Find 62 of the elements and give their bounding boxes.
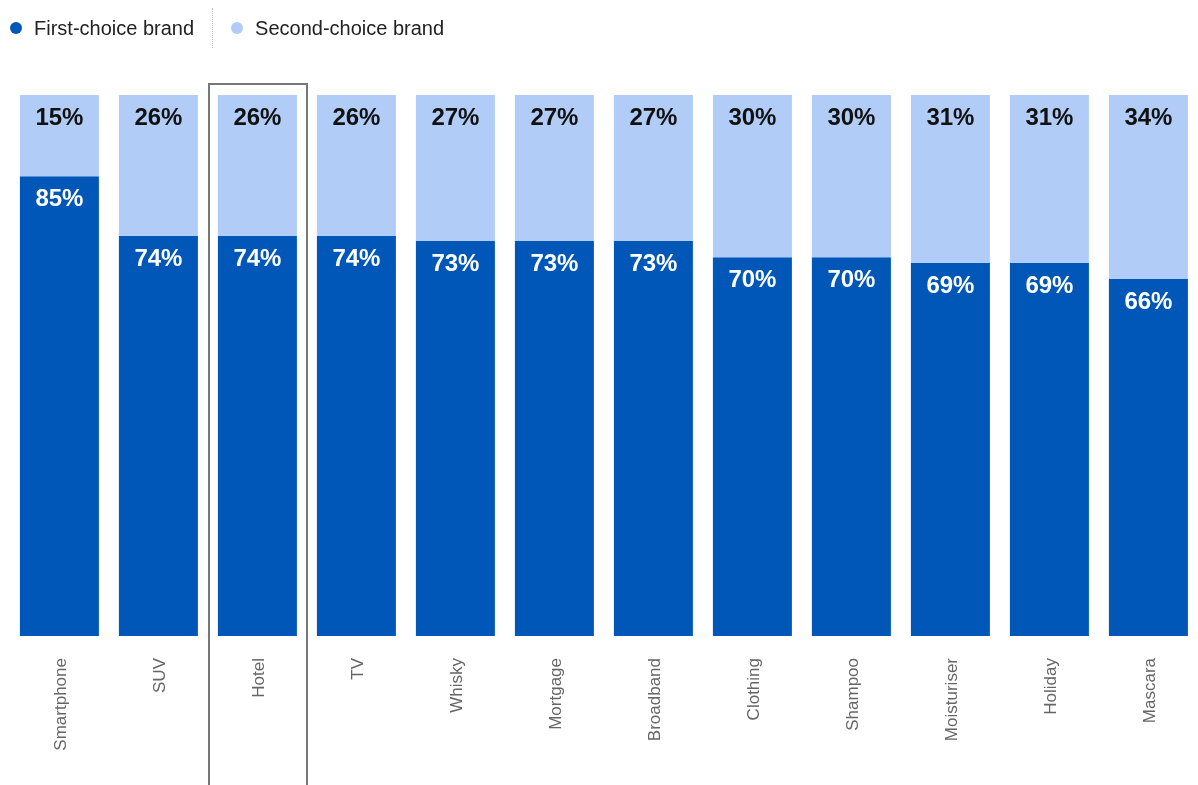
data-label: 31% — [1025, 103, 1074, 130]
x-tick-label: Smartphone — [50, 658, 70, 751]
bar — [118, 95, 198, 236]
bar — [118, 235, 198, 636]
bar — [910, 262, 990, 636]
data-label: 27% — [431, 103, 480, 130]
data-label: 73% — [530, 249, 579, 277]
data-label: 70% — [827, 265, 876, 293]
data-label: 15% — [35, 103, 84, 130]
bar — [217, 95, 297, 236]
bar — [613, 95, 693, 242]
bar — [19, 176, 99, 636]
bar — [712, 95, 792, 258]
bar — [712, 257, 792, 636]
data-label: 30% — [827, 103, 876, 130]
data-label: 66% — [1124, 286, 1173, 314]
bar — [415, 241, 495, 636]
bar — [415, 95, 495, 242]
x-tick-label: Moisturiser — [941, 657, 961, 742]
x-tick-label: TV — [347, 657, 367, 680]
data-label: 73% — [431, 249, 480, 277]
data-label: 34% — [1124, 103, 1173, 130]
bar — [1009, 95, 1089, 263]
data-label: 70% — [728, 265, 777, 293]
x-tick-label: Clothing — [743, 658, 763, 721]
x-tick-label: Whisky — [446, 657, 466, 713]
data-label: 74% — [134, 243, 183, 271]
bar — [1009, 262, 1089, 636]
bar — [217, 235, 297, 636]
x-tick-label: Holiday — [1040, 657, 1060, 715]
data-label: 69% — [1025, 270, 1074, 298]
data-label: 26% — [233, 103, 282, 130]
data-label: 30% — [728, 103, 777, 130]
data-label: 73% — [629, 249, 678, 277]
x-tick-label: Mortgage — [545, 658, 565, 730]
bar — [316, 95, 396, 236]
bar — [910, 95, 990, 263]
bar — [1108, 278, 1188, 636]
bar — [613, 241, 693, 636]
bar — [514, 95, 594, 242]
x-tick-label: Shampoo — [842, 658, 862, 731]
data-label: 27% — [629, 103, 678, 130]
bar — [811, 95, 891, 258]
bar — [19, 95, 99, 177]
data-label: 69% — [926, 270, 975, 298]
bar — [514, 241, 594, 636]
data-label: 74% — [233, 243, 282, 271]
data-label: 85% — [35, 184, 84, 212]
bar — [316, 235, 396, 636]
data-label: 26% — [332, 103, 381, 130]
data-label: 31% — [926, 103, 975, 130]
bar — [811, 257, 891, 636]
x-tick-label: Broadband — [644, 658, 664, 742]
x-tick-label: Hotel — [248, 658, 268, 698]
x-tick-label: SUV — [149, 657, 169, 693]
bar — [1108, 95, 1188, 279]
data-label: 74% — [332, 243, 381, 271]
data-label: 27% — [530, 103, 579, 130]
legend-label: First-choice brand — [34, 16, 195, 40]
data-label: 26% — [134, 103, 183, 130]
x-tick-label: Mascara — [1139, 657, 1159, 724]
legend-label: Second-choice brand — [255, 16, 445, 40]
